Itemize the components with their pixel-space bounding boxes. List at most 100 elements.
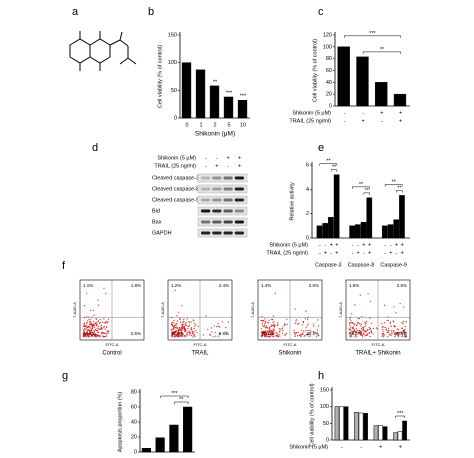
flow-dot bbox=[265, 326, 268, 328]
bar bbox=[155, 437, 165, 453]
flow-dot bbox=[367, 328, 369, 330]
flow-dot bbox=[176, 334, 178, 336]
flow-dot bbox=[184, 323, 187, 325]
flow-dot bbox=[351, 326, 354, 329]
flow-dot bbox=[89, 323, 91, 325]
flow-dot bbox=[367, 329, 369, 332]
flow-dot bbox=[381, 326, 384, 328]
flow-dot bbox=[106, 321, 108, 323]
flow-dot bbox=[387, 329, 390, 332]
condition-sign: - bbox=[319, 242, 321, 248]
flow-dot bbox=[361, 336, 364, 338]
flow-dot bbox=[265, 336, 267, 338]
flow-dot bbox=[302, 322, 305, 324]
blot-band bbox=[234, 220, 244, 224]
flow-dot bbox=[91, 331, 93, 333]
flow-dot bbox=[368, 328, 371, 331]
flow-dot bbox=[90, 309, 92, 312]
y-tick-label: 60 bbox=[131, 404, 137, 410]
flow-dot bbox=[101, 333, 103, 335]
significance-label: *** bbox=[369, 31, 376, 37]
blot-row-label: Bid bbox=[152, 208, 160, 214]
flow-dot bbox=[394, 336, 396, 338]
flow-dot bbox=[186, 333, 188, 335]
flow-dot bbox=[262, 331, 264, 333]
significance-bracket bbox=[396, 190, 403, 193]
flow-dot bbox=[99, 319, 101, 321]
flow-dot bbox=[174, 324, 176, 326]
condition-label: Shikonin (5 μM) bbox=[292, 110, 331, 116]
flow-dot bbox=[264, 323, 266, 325]
flow-dot bbox=[86, 292, 88, 294]
blot-condition-label: Shikonin (5 μM) bbox=[157, 155, 196, 161]
blot-band bbox=[234, 231, 244, 235]
flow-dot bbox=[357, 321, 359, 323]
panel-label: a bbox=[72, 6, 79, 18]
flow-dot bbox=[85, 333, 87, 335]
y-axis-label: Apoptosis proportion (%) bbox=[117, 392, 123, 453]
flow-dot bbox=[180, 335, 182, 337]
flow-dot bbox=[179, 332, 181, 334]
significance-label: *** bbox=[240, 94, 247, 100]
flow-dot bbox=[402, 320, 405, 322]
flow-dot bbox=[348, 328, 350, 330]
flow-dot bbox=[107, 331, 109, 333]
blot-band bbox=[212, 176, 222, 180]
flow-dot bbox=[302, 320, 305, 323]
panel-label: h bbox=[318, 370, 324, 382]
flow-dot bbox=[90, 318, 92, 320]
flow-dot bbox=[307, 318, 309, 320]
flow-dot bbox=[211, 331, 213, 333]
flow-dot bbox=[107, 318, 110, 320]
flow-dot bbox=[84, 335, 86, 337]
flow-dot bbox=[194, 335, 196, 338]
significance-bracket bbox=[362, 51, 401, 54]
flow-dot bbox=[300, 335, 302, 337]
flow-dot bbox=[302, 333, 304, 336]
bar bbox=[375, 82, 388, 107]
flow-dot bbox=[350, 334, 352, 336]
flow-dot bbox=[83, 322, 86, 324]
flow-dot bbox=[210, 334, 212, 336]
flow-dot bbox=[304, 318, 306, 320]
flow-dot bbox=[286, 323, 288, 325]
flow-dot bbox=[357, 322, 360, 324]
flow-dot bbox=[405, 321, 407, 323]
blot-condition-sign: + bbox=[238, 155, 241, 161]
flow-dot bbox=[84, 325, 86, 328]
bar bbox=[169, 424, 179, 453]
flow-dot bbox=[397, 329, 400, 331]
flow-dot bbox=[273, 321, 275, 323]
y-tick-label: 100 bbox=[323, 44, 332, 50]
flow-dot bbox=[383, 332, 385, 335]
bar bbox=[397, 431, 403, 441]
flow-dot bbox=[274, 324, 276, 326]
flow-dot bbox=[177, 327, 179, 329]
flow-dot bbox=[85, 325, 87, 327]
condition-sign: + bbox=[324, 250, 327, 256]
y-tick-label: 40 bbox=[131, 419, 137, 425]
flow-dot bbox=[82, 335, 85, 337]
flow-dot bbox=[176, 320, 179, 322]
flow-dot bbox=[401, 332, 403, 334]
bar bbox=[141, 448, 151, 453]
significance-label: ** bbox=[359, 182, 364, 188]
flow-dot bbox=[277, 336, 279, 338]
flow-dot bbox=[286, 318, 288, 320]
blot-band bbox=[223, 231, 233, 235]
flow-dot bbox=[89, 327, 91, 329]
flow-dot bbox=[99, 328, 101, 330]
flow-dot bbox=[365, 322, 367, 324]
flow-dot bbox=[188, 321, 190, 323]
flow-dot bbox=[84, 305, 86, 307]
flow-dot bbox=[171, 333, 174, 336]
flow-dot bbox=[307, 323, 309, 325]
flow-dot bbox=[268, 329, 271, 331]
flow-dot bbox=[390, 330, 393, 332]
flow-dot bbox=[352, 322, 354, 325]
significance-bracket bbox=[319, 163, 338, 166]
flow-dot bbox=[403, 332, 405, 334]
flow-dot bbox=[370, 331, 372, 334]
flow-dot bbox=[301, 329, 303, 331]
blot-band bbox=[212, 198, 222, 202]
